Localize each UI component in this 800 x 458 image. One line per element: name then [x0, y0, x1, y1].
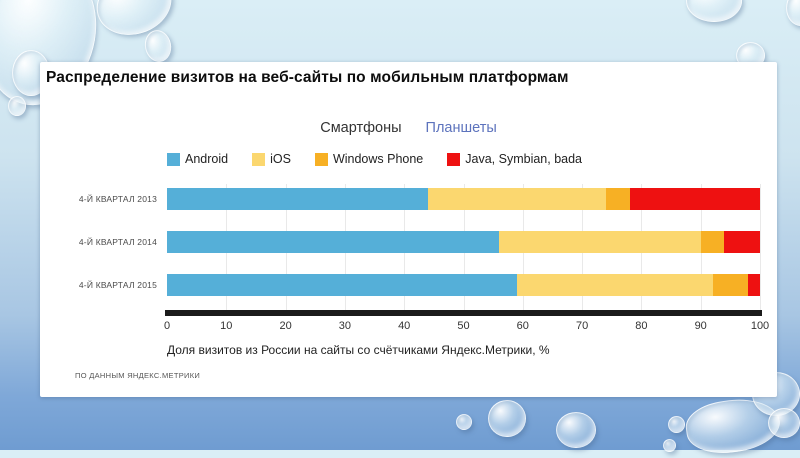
bar-segment-java-symbian-bada — [748, 274, 760, 296]
legend-swatch-android — [167, 152, 180, 166]
bar-segment-android — [167, 188, 428, 210]
category-label: 4-Й КВАРТАЛ 2014 — [78, 237, 157, 247]
bar-segment-windows-phone — [605, 188, 630, 210]
legend-item-java-symbian-bada: Java, Symbian, bada — [447, 152, 582, 166]
bar-row: 4-Й КВАРТАЛ 2014 — [40, 231, 777, 253]
category-label: 4-Й КВАРТАЛ 2015 — [78, 280, 157, 290]
bar-segment-ios — [499, 231, 701, 253]
water-drop-decoration — [488, 400, 526, 437]
legend-swatch-windows-phone — [314, 152, 328, 166]
x-tick-label: 10 — [220, 320, 233, 332]
legend-label: Java, Symbian, bada — [465, 152, 583, 166]
legend-label: Android — [185, 152, 229, 166]
tab-smartphones[interactable]: Смартфоны — [320, 120, 402, 136]
legend-swatch-ios — [252, 152, 266, 166]
water-drop-decoration — [686, 0, 742, 22]
x-tick-label: 100 — [750, 320, 770, 332]
legend-swatch-java-symbian-bada — [447, 152, 461, 166]
bar-segment-android — [167, 274, 517, 296]
legend-label: Windows Phone — [332, 152, 424, 166]
x-tick-label: 0 — [163, 320, 171, 332]
legend-item-android: Android — [167, 152, 228, 166]
water-drop-decoration — [8, 96, 26, 116]
bar-segment-windows-phone — [712, 274, 749, 296]
chart-card: Распределение визитов на веб-сайты по мо… — [40, 62, 777, 397]
water-drop-decoration — [786, 0, 800, 26]
chart-title: Распределение визитов на веб-сайты по мо… — [46, 69, 569, 86]
water-drop-decoration — [141, 27, 175, 65]
tab-tablets[interactable]: Планшеты — [425, 120, 497, 136]
x-tick-label: 90 — [694, 320, 707, 332]
x-tick-label: 50 — [457, 320, 470, 332]
legend-item-ios: iOS — [252, 152, 291, 166]
bar-segment-android — [167, 231, 500, 253]
water-drop-decoration — [768, 408, 800, 438]
source-note: ПО ДАННЫМ ЯНДЕКС.МЕТРИКИ — [75, 371, 201, 380]
x-tick-label: 80 — [635, 320, 648, 332]
water-drop-decoration — [663, 439, 676, 452]
x-axis-line — [165, 310, 762, 316]
bar-track — [167, 231, 760, 253]
bar-row: 4-Й КВАРТАЛ 2015 — [40, 274, 777, 296]
water-drop-decoration — [556, 412, 596, 448]
bar-segment-windows-phone — [700, 231, 725, 253]
x-axis-caption: Доля визитов из России на сайты со счётч… — [167, 343, 550, 357]
bar-segment-java-symbian-bada — [629, 188, 760, 210]
x-tick-label: 20 — [279, 320, 292, 332]
legend-item-windows-phone: Windows Phone — [314, 152, 424, 166]
gridline — [760, 184, 761, 310]
category-label: 4-Й КВАРТАЛ 2013 — [78, 194, 157, 204]
bar-segment-java-symbian-bada — [724, 231, 760, 253]
legend-label: iOS — [270, 152, 291, 166]
x-tick-label: 70 — [575, 320, 589, 332]
x-tick-label: 30 — [338, 320, 352, 332]
bar-track — [167, 188, 760, 210]
bar-segment-ios — [427, 188, 606, 210]
bar-track — [167, 274, 760, 296]
bar-row: 4-Й КВАРТАЛ 2013 — [40, 188, 777, 210]
x-tick-label: 60 — [516, 320, 529, 332]
x-tick-label: 40 — [398, 320, 411, 332]
x-axis-ticks: 0 10 20 30 40 50 60 70 80 90 100 — [163, 320, 769, 336]
water-drop-decoration — [456, 414, 472, 430]
chart-legend: Android iOS Windows Phone Java, Symbian, ba… — [167, 152, 582, 166]
water-drop-decoration — [668, 416, 685, 433]
bar-segment-ios — [516, 274, 713, 296]
device-tabs: Смартфоны Планшеты — [40, 120, 777, 136]
